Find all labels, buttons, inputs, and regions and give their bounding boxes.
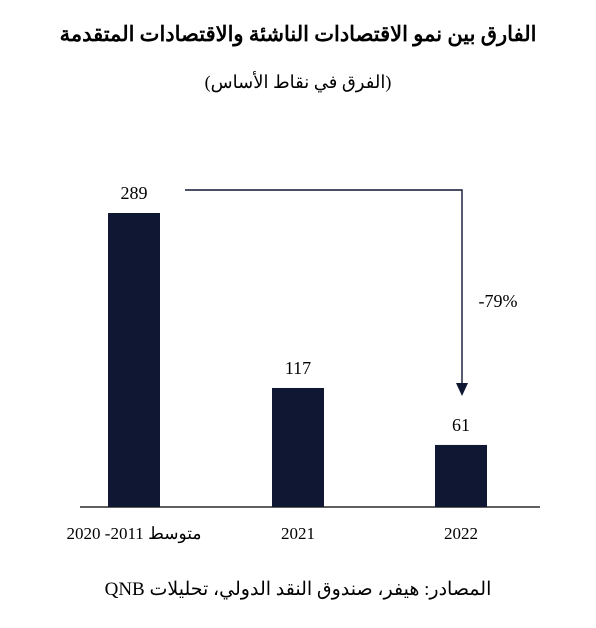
data-label-2: 61 [452, 415, 470, 435]
change-arrow-head [456, 383, 468, 396]
chart-title: الفارق بين نمو الاقتصادات الناشئة والاقت… [59, 22, 537, 46]
source-note: المصادر: هيفر، صندوق النقد الدولي، تحليل… [104, 579, 492, 600]
category-label-1: 2021 [281, 524, 315, 543]
category-label-0: متوسط 2011- 2020 [67, 524, 202, 544]
change-arrow-line [185, 189, 463, 385]
category-label-2: 2022 [444, 524, 478, 543]
bar-0 [108, 213, 160, 507]
change-annotation: -79% [479, 291, 518, 311]
data-label-0: 289 [121, 183, 148, 203]
bar-1 [272, 387, 324, 507]
bar-2 [435, 444, 487, 507]
chart-subtitle: (الفرق في نقاط الأساس) [204, 72, 392, 92]
data-label-1: 117 [285, 358, 311, 378]
